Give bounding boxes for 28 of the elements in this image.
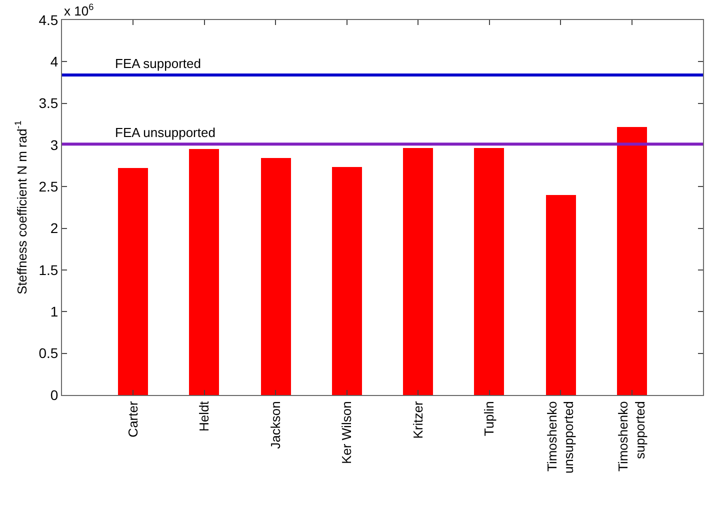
- x-tick-label: Tuplin: [482, 401, 497, 436]
- text: x 10$^{6}$: [64, 2, 94, 18]
- y-tick-label: 3.5: [38, 95, 58, 112]
- y-tick-label: 2.5: [38, 178, 58, 195]
- x-tick-label: Jackson: [268, 401, 283, 449]
- ref-line-label: FEA supported: [115, 56, 201, 71]
- bar: [403, 148, 433, 395]
- y-tick-label: 3: [50, 136, 58, 153]
- x-tick-label: Kritzer: [410, 400, 426, 439]
- y-tick-label: 4: [50, 54, 58, 70]
- y-tick-label: 1.5: [38, 262, 58, 278]
- bar: [189, 149, 219, 395]
- y-tick-label: 0: [50, 386, 58, 403]
- bar: [332, 167, 362, 395]
- bar: [474, 148, 504, 395]
- x-tick-label: Carter: [125, 400, 140, 438]
- bar: [118, 168, 148, 395]
- x-tick-label: Ker Wilson: [339, 401, 354, 464]
- ref-line-label: FEA unsupported: [115, 125, 216, 140]
- y-tick-label: 0.5: [38, 345, 58, 362]
- x-tick-label: Heldt: [196, 400, 212, 432]
- y-tick-label: 1: [50, 304, 58, 320]
- x-tick-label: Timoshenko unsupported: [544, 401, 576, 474]
- bar: [546, 195, 576, 395]
- bar: [617, 127, 647, 395]
- y-tick-label: 4.5: [38, 12, 58, 28]
- y-tick-label: 2: [50, 220, 58, 236]
- bar: [261, 158, 291, 395]
